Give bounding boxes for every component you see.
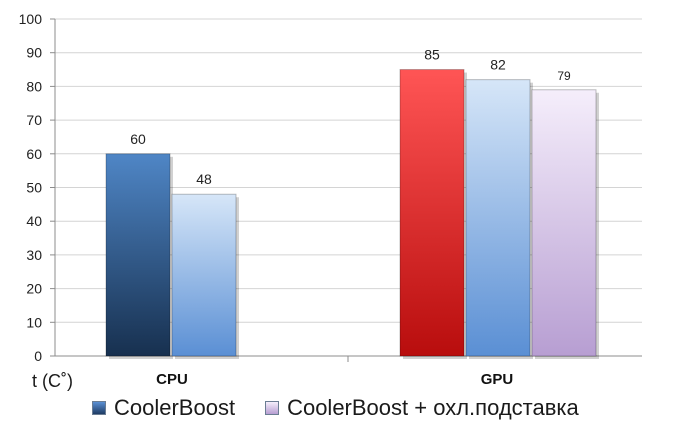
y-tick-label: 80	[26, 78, 42, 94]
bars: 60 48 85 82 79	[105, 47, 599, 360]
y-tick-label: 60	[26, 146, 42, 162]
legend-item-coolerboost: CoolerBoost	[92, 395, 235, 421]
y-tick-label: 50	[26, 180, 42, 196]
legend-label-coolerboost: CoolerBoost	[114, 395, 236, 420]
x-axis-labels: CPU GPU	[156, 371, 513, 388]
bar	[399, 69, 465, 357]
legend-swatch-coolerboost	[92, 401, 106, 415]
y-tick-label: 90	[26, 45, 42, 61]
y-tick-label: 30	[26, 247, 42, 263]
legend-label-coolerboost-stand: CoolerBoost + охл.подставка	[287, 395, 579, 420]
bar-value-label: 85	[424, 47, 440, 63]
bar	[171, 193, 237, 357]
bar-value-label: 79	[557, 69, 571, 83]
y-tick-label: 40	[26, 213, 42, 229]
y-tick-label: 0	[34, 348, 42, 364]
x-category-label: CPU	[156, 371, 188, 388]
y-tick-label: 100	[19, 11, 43, 27]
bar	[465, 79, 531, 357]
y-tick-label: 10	[26, 314, 42, 330]
y-tick-label: 20	[26, 281, 42, 297]
bar-value-label: 48	[196, 171, 212, 187]
y-tick-label: 70	[26, 112, 42, 128]
bar	[531, 89, 597, 357]
bar-value-label: 82	[490, 57, 506, 73]
legend-item-coolerboost-stand: CoolerBoost + охл.подставка	[265, 395, 579, 421]
legend: CoolerBoost CoolerBoost + охл.подставка	[92, 395, 609, 421]
bar	[105, 153, 171, 357]
x-category-label: GPU	[481, 371, 514, 388]
legend-swatch-coolerboost-stand	[265, 401, 280, 415]
y-axis-unit-label: t (C˚)	[32, 371, 73, 391]
bar-value-label: 60	[130, 131, 146, 147]
